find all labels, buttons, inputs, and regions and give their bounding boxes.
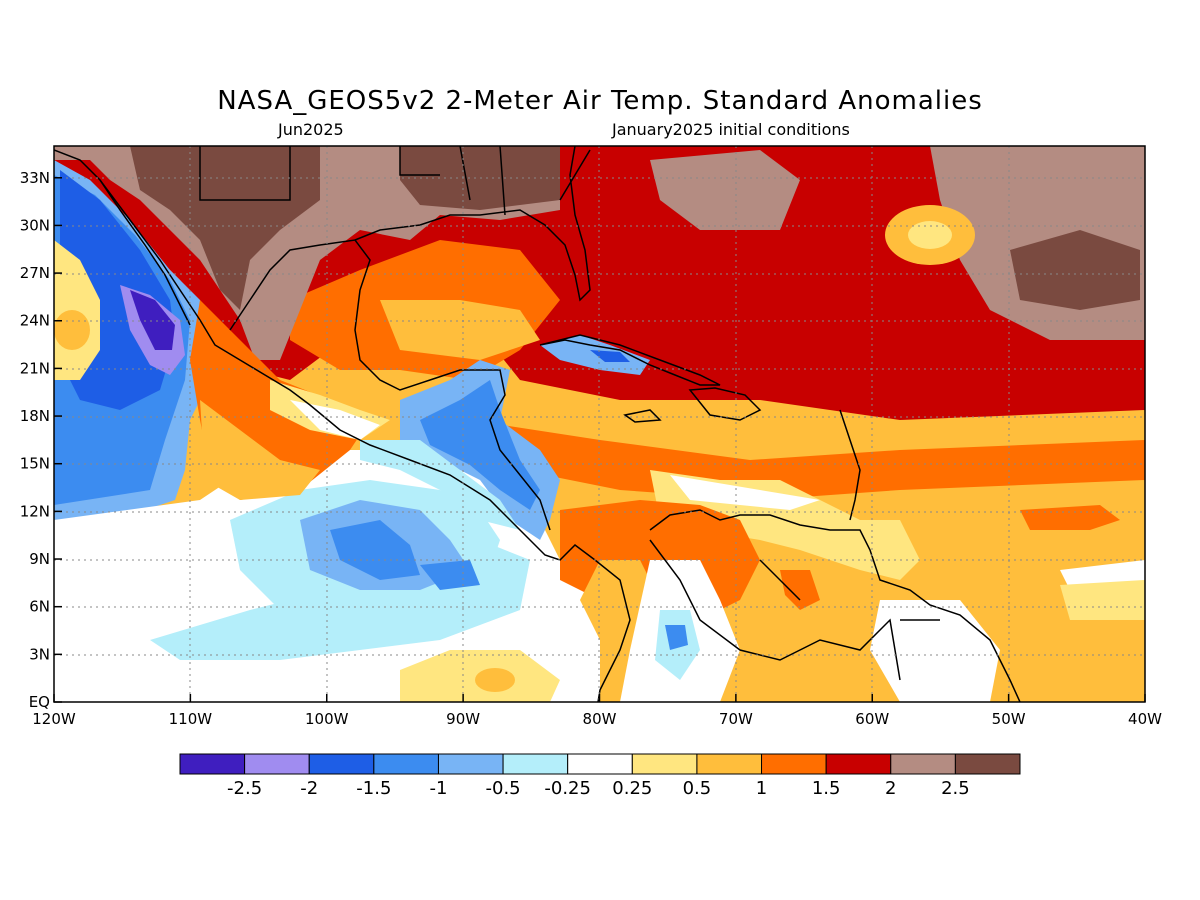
x-tick-label: 120W bbox=[32, 710, 76, 728]
colorbar-label: -0.5 bbox=[486, 778, 521, 799]
colorbar-label: 2.5 bbox=[941, 778, 970, 799]
colorbar-label: 0.25 bbox=[612, 778, 652, 799]
colorbar-label: -1 bbox=[429, 778, 447, 799]
grid-lines bbox=[54, 146, 1145, 702]
colorbar-label: -2.5 bbox=[227, 778, 262, 799]
colorbar: -2.5 -2 -1.5 -1 -0.5 -0.25 0.25 0.5 1 1.5 2 2.5 bbox=[179, 753, 1021, 799]
x-axis: 120W 110W 100W 90W 80W 70W 60W 50W 40W bbox=[32, 694, 1162, 728]
x-tick-label: 70W bbox=[719, 710, 753, 728]
x-tick-label: 90W bbox=[446, 710, 480, 728]
y-tick-label: 9N bbox=[29, 550, 50, 568]
initial-conditions: January2025 initial conditions bbox=[612, 120, 850, 139]
chart-title: NASA_GEOS5v2 2-Meter Air Temp. Standard … bbox=[217, 86, 983, 116]
colorbar-swatch bbox=[696, 753, 763, 775]
x-tick-label: 60W bbox=[855, 710, 889, 728]
y-tick-label: 24N bbox=[20, 312, 50, 330]
colorbar-label: -0.25 bbox=[544, 778, 591, 799]
y-tick-label: 12N bbox=[20, 502, 50, 520]
colorbar-label: 2 bbox=[885, 778, 896, 799]
x-tick-label: 110W bbox=[169, 710, 213, 728]
y-tick-label: 6N bbox=[29, 598, 50, 616]
colorbar-swatch bbox=[244, 753, 310, 775]
x-tick-label: 50W bbox=[992, 710, 1026, 728]
x-tick-label: 80W bbox=[583, 710, 617, 728]
y-axis: EQ 3N 6N 9N 12N 15N 18N 21N 24N 27N 30N 33N bbox=[20, 169, 62, 711]
y-tick-label: 21N bbox=[20, 359, 50, 377]
colorbar-label: 0.5 bbox=[683, 778, 712, 799]
y-tick-label: 30N bbox=[20, 216, 50, 234]
x-tick-label: 40W bbox=[1128, 710, 1162, 728]
colorbar-label: 1 bbox=[756, 778, 767, 799]
y-tick-label: 18N bbox=[20, 407, 50, 425]
colorbar-label: 1.5 bbox=[812, 778, 841, 799]
colorbar-swatch bbox=[761, 753, 827, 775]
y-tick-label: 27N bbox=[20, 264, 50, 282]
colorbar-swatch bbox=[502, 753, 569, 775]
y-tick-label: 33N bbox=[20, 169, 50, 187]
colorbar-swatch bbox=[437, 753, 504, 775]
colorbar-swatch bbox=[373, 753, 439, 775]
forecast-month: Jun2025 bbox=[278, 120, 344, 139]
colorbar-swatch bbox=[890, 753, 956, 775]
y-tick-label: 3N bbox=[29, 645, 50, 663]
colorbar-swatch bbox=[308, 753, 375, 775]
colorbar-swatch bbox=[631, 753, 698, 775]
colorbar-swatch bbox=[825, 753, 892, 775]
colorbar-label: -1.5 bbox=[356, 778, 391, 799]
y-tick-label: EQ bbox=[29, 693, 50, 711]
colorbar-label: -2 bbox=[300, 778, 318, 799]
colorbar-swatch bbox=[567, 753, 633, 775]
colorbar-swatch bbox=[179, 753, 246, 775]
colorbar-swatch bbox=[954, 753, 1021, 775]
coastlines bbox=[54, 146, 1021, 702]
y-tick-label: 15N bbox=[20, 455, 50, 473]
x-tick-label: 100W bbox=[305, 710, 349, 728]
